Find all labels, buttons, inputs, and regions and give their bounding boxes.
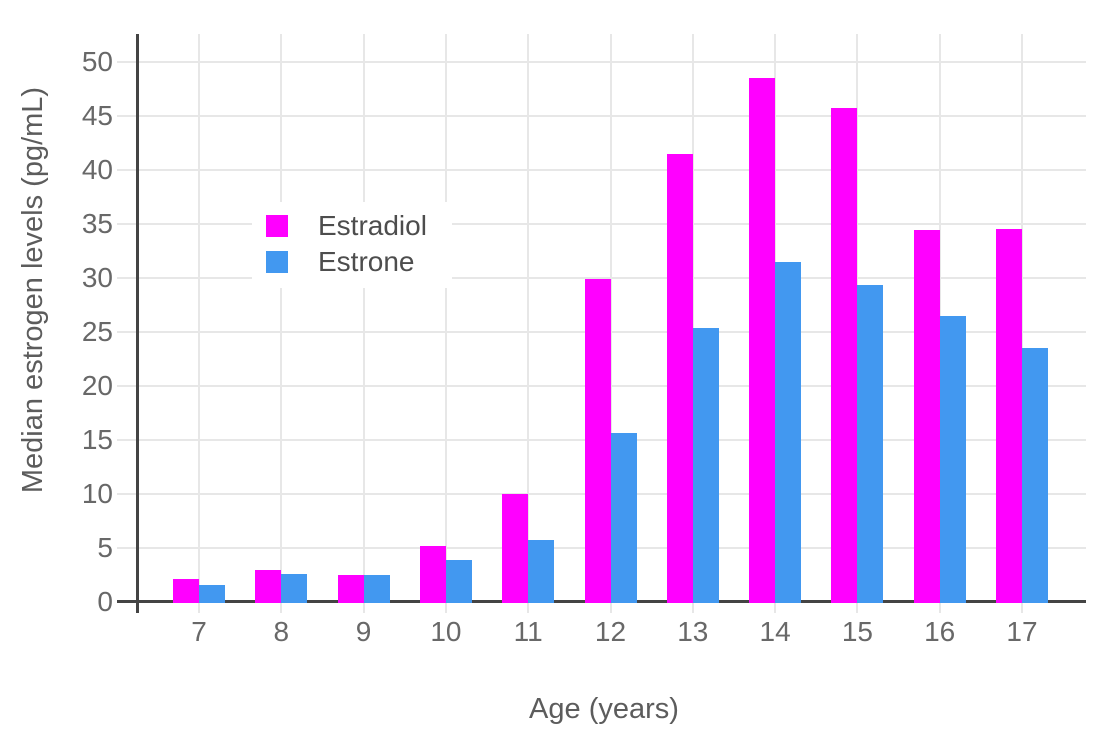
- y-tick-label: 30: [81, 262, 113, 293]
- x-tick-label: 13: [677, 616, 709, 647]
- bar-estradiol-age-17[interactable]: [996, 229, 1022, 603]
- legend-item-estradiol[interactable]: Estradiol: [266, 208, 452, 244]
- bar-estrone-age-11[interactable]: [528, 540, 555, 603]
- y-tick-label: 5: [97, 532, 113, 563]
- estradiol-swatch-icon: [266, 215, 288, 237]
- bar-estrone-age-10[interactable]: [445, 559, 472, 603]
- bar-estrone-age-16[interactable]: [939, 315, 966, 603]
- x-tick-label: 16: [924, 616, 956, 647]
- legend-item-estrone[interactable]: Estrone: [266, 244, 452, 280]
- y-axis-line: [136, 34, 139, 613]
- bar-estrone-age-17[interactable]: [1022, 348, 1048, 603]
- bar-estrone-age-8[interactable]: [281, 573, 308, 603]
- bar-estrone-age-7[interactable]: [199, 584, 225, 603]
- bar-estradiol-age-9[interactable]: [337, 574, 364, 603]
- bar-estradiol-age-15[interactable]: [831, 108, 858, 603]
- y-tick-label: 35: [81, 208, 113, 239]
- bar-estrone-age-12[interactable]: [610, 433, 637, 603]
- bar-estradiol-age-11[interactable]: [502, 493, 529, 603]
- x-tick-label: 15: [841, 616, 873, 647]
- v-gridline: [527, 34, 530, 613]
- x-tick-label: 11: [513, 616, 543, 647]
- estrone-swatch-icon: [266, 251, 288, 273]
- x-tick-label: 14: [759, 616, 791, 647]
- v-gridline: [362, 34, 365, 613]
- v-gridline: [280, 34, 283, 613]
- legend: Estradiol Estrone: [252, 202, 452, 288]
- x-tick-label: 12: [594, 616, 627, 647]
- y-tick-label: 20: [81, 370, 113, 401]
- v-gridline: [609, 34, 612, 613]
- v-gridline: [1021, 34, 1023, 613]
- bar-estrone-age-14[interactable]: [775, 261, 802, 603]
- bar-estrone-age-15[interactable]: [857, 285, 884, 603]
- x-tick-label: 9: [355, 616, 372, 647]
- y-tick-label: 10: [81, 478, 113, 509]
- x-tick-label: 8: [273, 616, 290, 647]
- bar-estradiol-age-14[interactable]: [749, 78, 776, 603]
- h-gridline: [117, 115, 1086, 117]
- y-tick-label: 0: [97, 586, 113, 617]
- bar-estradiol-age-16[interactable]: [913, 230, 940, 603]
- v-gridline: [444, 34, 447, 613]
- y-tick-label: 15: [81, 424, 113, 455]
- bar-estradiol-age-10[interactable]: [419, 545, 446, 603]
- x-tick-label: 7: [191, 616, 207, 647]
- legend-label-estrone: Estrone: [318, 246, 415, 277]
- x-axis-title: Age (years): [529, 693, 679, 725]
- y-tick-label: 25: [81, 316, 113, 347]
- y-axis-title: Median estrogen levels (pg/mL): [17, 86, 49, 494]
- x-tick-label: 17: [1006, 616, 1038, 647]
- v-gridline: [198, 34, 200, 613]
- bar-estradiol-age-7[interactable]: [173, 579, 199, 603]
- y-tick-label: 50: [81, 46, 113, 77]
- y-tick-label: 45: [81, 100, 113, 131]
- v-gridline: [691, 34, 694, 613]
- legend-label-estradiol: Estradiol: [318, 210, 427, 241]
- bar-estrone-age-9[interactable]: [363, 574, 390, 603]
- bar-estradiol-age-12[interactable]: [584, 279, 611, 603]
- bar-estrone-age-13[interactable]: [692, 327, 719, 603]
- h-gridline: [117, 169, 1086, 171]
- bar-estradiol-age-13[interactable]: [666, 153, 693, 603]
- y-tick-label: 40: [81, 154, 113, 185]
- bar-estradiol-age-8[interactable]: [255, 569, 282, 603]
- h-gridline: [117, 277, 1086, 279]
- x-tick-label: 10: [430, 616, 462, 647]
- h-gridline: [117, 223, 1086, 225]
- h-gridline: [117, 61, 1086, 63]
